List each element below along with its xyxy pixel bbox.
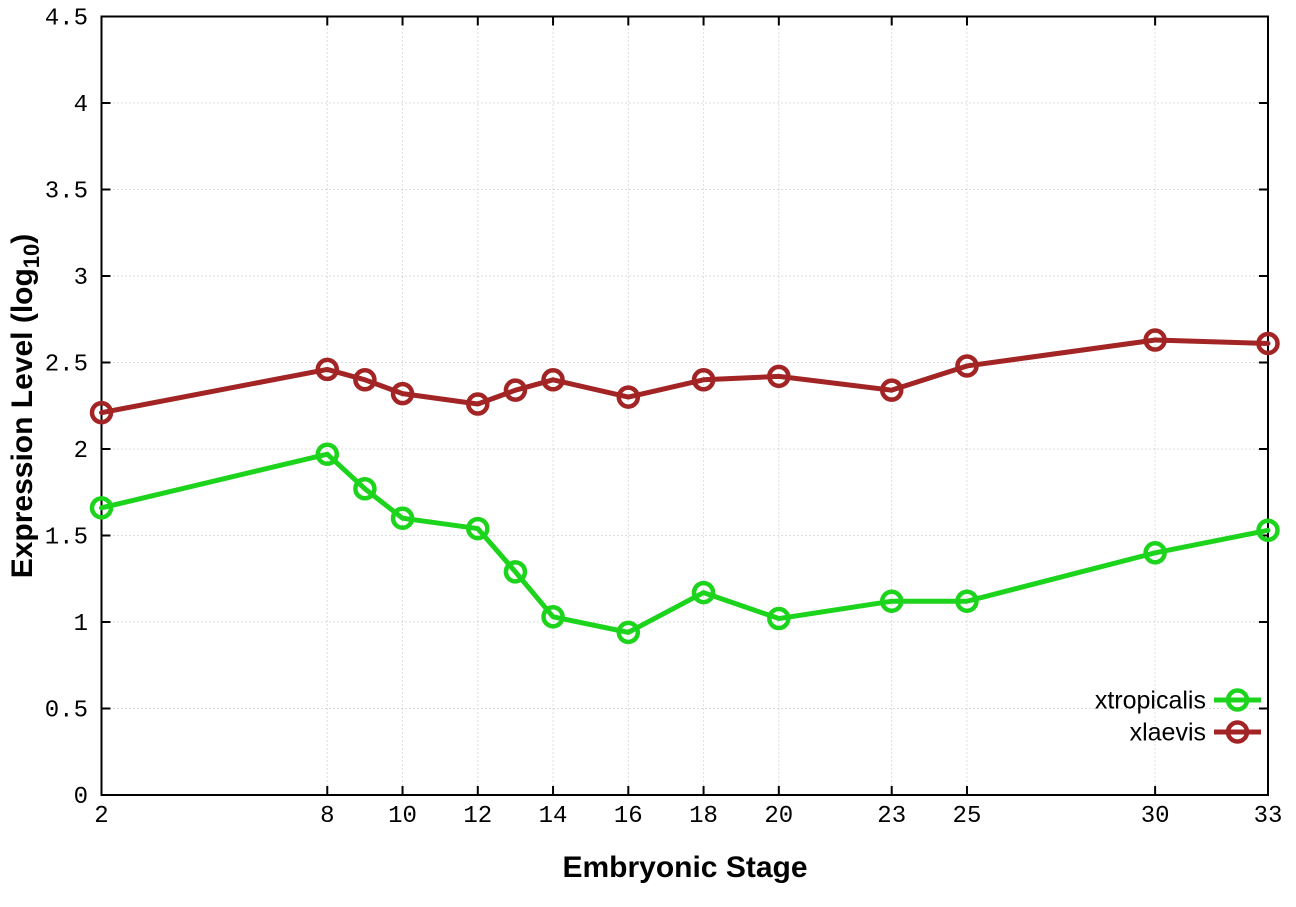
legend-label-xlaevis: xlaevis [1130,719,1206,747]
series-xtropicalis-marker-stage-20 [767,606,791,631]
y-tick-label-4: 4 [74,92,88,119]
series-xlaevis-marker-stage-10 [390,381,415,406]
y-axis-title: Expression Level (log10) [6,234,44,579]
series-xlaevis-marker-stage-33 [1256,331,1280,356]
y-tick-label-0: 0 [74,784,88,811]
series-xlaevis-marker-stage-18 [691,368,716,392]
legend: xtropicalis xlaevis [1095,687,1261,747]
series-xlaevis-marker-stage-20 [767,364,791,389]
legend-label-xtropicalis: xtropicalis [1095,687,1206,715]
series-xlaevis-marker-stage-16 [616,385,641,409]
x-tick-label-8: 8 [320,803,334,830]
series-xlaevis-marker-stage-13 [503,378,528,402]
x-tick-label-33: 33 [1254,803,1283,830]
y-tick-label-3: 3 [74,265,88,292]
series-xtropicalis-marker-stage-10 [390,506,415,530]
series-xtropicalis-marker-stage-18 [691,580,716,605]
series-xlaevis-marker-stage-14 [541,368,565,392]
x-tick-label-14: 14 [539,803,568,830]
series-xlaevis-marker-stage-30 [1143,328,1167,352]
gridlines [101,16,1268,795]
y-tick-label-2.5: 2.5 [45,352,88,379]
legend-sample-marker-xlaevis [1225,720,1250,744]
data-series [89,328,1280,645]
series-xtropicalis-marker-stage-30 [1143,541,1167,565]
series-xlaevis-marker-stage-9 [353,368,377,392]
series-xtropicalis-marker-stage-23 [879,589,904,613]
series-xlaevis-marker-stage-2 [89,400,114,425]
series-xtropicalis-marker-stage-13 [503,560,528,584]
x-tick-label-12: 12 [463,803,492,830]
x-tick-label-25: 25 [953,803,982,830]
tick-labels: 2 8 10 12 14 16 18 20 23 25 30 33 0 0.5 1 1.5 2 2.5 3 3.5 4 4… [45,6,1283,831]
series-xtropicalis-marker-stage-2 [89,496,114,520]
series-xtropicalis-marker-stage-16 [616,620,641,645]
x-axis-title: Embryonic Stage [562,851,807,884]
series-xlaevis-marker-stage-12 [466,392,490,416]
x-tick-label-2: 2 [94,803,108,830]
x-tick-label-20: 20 [764,803,793,830]
x-tick-label-23: 23 [877,803,906,830]
y-tick-label-0.5: 0.5 [45,698,88,725]
series-xtropicalis-marker-stage-25 [955,589,979,613]
series-xtropicalis-marker-stage-12 [466,516,490,541]
legend-sample-marker-xtropicalis [1225,688,1250,712]
x-tick-label-10: 10 [388,803,417,830]
series-xlaevis-marker-stage-8 [315,357,340,382]
x-tick-label-16: 16 [614,803,643,830]
plot-border-and-ticks [100,15,1269,796]
y-tick-label-1.5: 1.5 [45,525,88,552]
x-tick-label-30: 30 [1141,803,1170,830]
y-tick-label-2: 2 [74,438,88,465]
series-xlaevis-marker-stage-25 [955,354,979,378]
y-tick-label-1: 1 [74,611,88,638]
plot-border [100,15,1269,796]
series-xtropicalis-marker-stage-33 [1256,518,1280,543]
series-xlaevis-line [99,337,1271,416]
y-tick-label-3.5: 3.5 [45,179,88,206]
series-xtropicalis-line [99,451,1271,635]
y-tick-label-4.5: 4.5 [45,6,88,33]
series-xtropicalis-marker-stage-8 [315,442,340,466]
x-tick-label-18: 18 [689,803,718,830]
series-xtropicalis-marker-stage-9 [353,477,377,501]
series-xtropicalis-marker-stage-14 [541,605,565,629]
series-xlaevis-marker-stage-23 [879,378,904,402]
